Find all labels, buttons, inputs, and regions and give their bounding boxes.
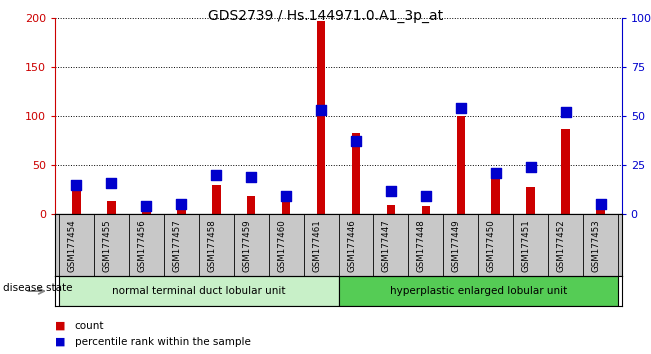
Text: GSM177457: GSM177457 [173,219,181,272]
Bar [72,190,81,214]
Text: GSM177459: GSM177459 [242,219,251,272]
Bar [107,201,116,214]
Point [176,201,186,207]
Bar [352,133,361,214]
Bar [456,116,465,214]
Text: GSM177449: GSM177449 [452,219,461,272]
Point [281,194,291,199]
Bar [422,206,430,214]
Bar [212,185,221,214]
Bar [492,178,500,214]
Point [141,204,152,209]
Text: GSM177458: GSM177458 [207,219,216,272]
Text: ■: ■ [55,337,66,347]
Text: normal terminal duct lobular unit: normal terminal duct lobular unit [112,286,285,296]
Point [421,194,431,199]
Bar [59,276,339,306]
Text: GSM177452: GSM177452 [557,219,566,272]
Point [106,180,117,185]
Text: GSM177454: GSM177454 [67,219,76,272]
Point [386,188,396,193]
Bar [387,205,395,214]
Point [491,170,501,176]
Text: GSM177461: GSM177461 [312,219,321,272]
Bar [282,198,290,214]
Text: GSM177447: GSM177447 [382,219,391,272]
Text: GSM177455: GSM177455 [102,219,111,272]
Text: GSM177460: GSM177460 [277,219,286,272]
Text: percentile rank within the sample: percentile rank within the sample [75,337,251,347]
Bar [177,209,186,214]
Bar [561,129,570,214]
Point [246,174,256,180]
Text: GSM177450: GSM177450 [487,219,496,272]
Text: ■: ■ [55,321,66,331]
Bar [316,21,326,214]
Text: GSM177448: GSM177448 [417,219,426,272]
Point [351,139,361,144]
Text: GSM177453: GSM177453 [592,219,601,272]
Point [561,109,571,115]
Text: GDS2739 / Hs.144971.0.A1_3p_at: GDS2739 / Hs.144971.0.A1_3p_at [208,9,443,23]
Point [316,107,326,113]
Text: GSM177451: GSM177451 [522,219,531,272]
Text: disease state: disease state [3,282,73,293]
Text: GSM177456: GSM177456 [137,219,146,272]
Bar [247,195,255,214]
Bar [339,276,618,306]
Point [211,172,221,178]
Point [596,201,606,207]
Bar [527,187,535,214]
Point [525,164,536,170]
Point [456,105,466,111]
Bar [142,211,150,214]
Bar [596,209,605,214]
Text: count: count [75,321,104,331]
Text: hyperplastic enlarged lobular unit: hyperplastic enlarged lobular unit [390,286,567,296]
Point [71,182,81,188]
Text: GSM177446: GSM177446 [347,219,356,272]
